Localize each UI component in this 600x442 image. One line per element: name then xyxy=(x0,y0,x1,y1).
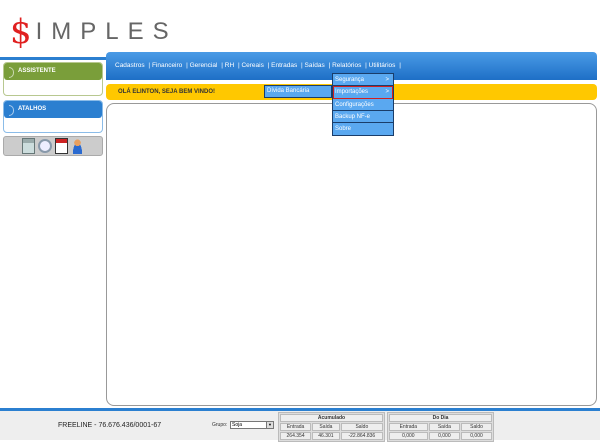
chevron-right-icon: > xyxy=(385,77,389,83)
value-saida: 0,000 xyxy=(428,432,461,440)
header-saldo: Saldo xyxy=(461,423,492,431)
header-saida: Saída xyxy=(428,423,461,431)
dodia-title: Do Dia xyxy=(389,414,492,422)
submenu-divida-bancaria[interactable]: Dívida Bancária xyxy=(264,85,332,98)
nav-cadastros[interactable]: Cadastros xyxy=(115,62,145,69)
nav-relatorios[interactable]: Relatórios xyxy=(332,62,362,69)
value-entrada: 264.354 xyxy=(280,432,312,440)
grupo-value: Soja xyxy=(232,422,243,428)
menu-item-sobre[interactable]: Sobre xyxy=(335,126,352,133)
header-saida: Saída xyxy=(312,423,340,431)
nav-rh[interactable]: RH xyxy=(224,62,235,69)
atalhos-panel: ATALHOS xyxy=(3,100,103,133)
value-saldo: 0,000 xyxy=(461,432,492,440)
acumulado-table: Acumulado Entrada Saída Saldo 264.354 46.30… xyxy=(278,412,385,442)
user-icon[interactable] xyxy=(71,138,84,154)
menu-label: Segurança xyxy=(335,77,365,83)
dodia-table: Do Dia Entrada Saída Saldo 0,000 0,000 0,000 xyxy=(387,412,494,442)
value-saida: 46.301 xyxy=(312,432,340,440)
calculator-icon[interactable] xyxy=(22,138,35,154)
acumulado-title: Acumulado xyxy=(280,414,383,422)
value-saldo: -22.864.836 xyxy=(340,432,383,440)
header-entrada: Entrada xyxy=(389,423,428,431)
nav-entradas[interactable]: Entradas xyxy=(271,62,298,69)
menu-item-importacoes[interactable]: Importações > xyxy=(333,86,393,99)
logo-dollar: $ xyxy=(10,12,32,52)
logo-text: IMPLES xyxy=(35,18,178,45)
app-logo: $ IMPLES xyxy=(10,14,178,50)
chevron-down-icon[interactable]: ▼ xyxy=(266,422,273,428)
value-entrada: 0,000 xyxy=(389,432,428,440)
menu-item-configuracoes[interactable]: Configurações xyxy=(333,99,393,111)
header-saldo: Saldo xyxy=(340,423,383,431)
menu-item-backup-nfe[interactable]: Backup NF-e xyxy=(333,111,393,124)
header-entrada: Entrada xyxy=(280,423,312,431)
shortcut-bar xyxy=(3,136,103,156)
grupo-select[interactable]: Soja ▼ xyxy=(230,421,274,429)
content-area xyxy=(106,103,597,406)
nav-saidas[interactable]: Saídas xyxy=(304,62,325,69)
search-icon[interactable] xyxy=(38,139,52,153)
grupo-label: Grupo: xyxy=(212,422,228,428)
menu-label: Importações xyxy=(335,89,369,96)
divider xyxy=(0,57,106,60)
nav-financeiro[interactable]: Financeiro xyxy=(151,62,183,69)
chevron-right-icon: > xyxy=(385,89,389,96)
footer-divider xyxy=(0,408,600,411)
assistente-panel: ASSISTENTE xyxy=(3,62,103,96)
utilitarios-dropdown: Segurança > Importações > Configurações Ba… xyxy=(332,73,394,137)
menu-item-seguranca[interactable]: Segurança > xyxy=(333,74,393,87)
nav-utilitarios[interactable]: Utilitários xyxy=(368,62,396,69)
nav-gerencial[interactable]: Gerencial xyxy=(189,62,218,69)
nav-cereais[interactable]: Cereais xyxy=(241,62,264,69)
atalhos-header[interactable]: ATALHOS xyxy=(4,101,102,118)
assistente-header[interactable]: ASSISTENTE xyxy=(4,63,102,80)
calendar-icon[interactable] xyxy=(55,138,68,154)
company-info: FREELINE - 76.676.436/0001-67 xyxy=(58,422,162,429)
